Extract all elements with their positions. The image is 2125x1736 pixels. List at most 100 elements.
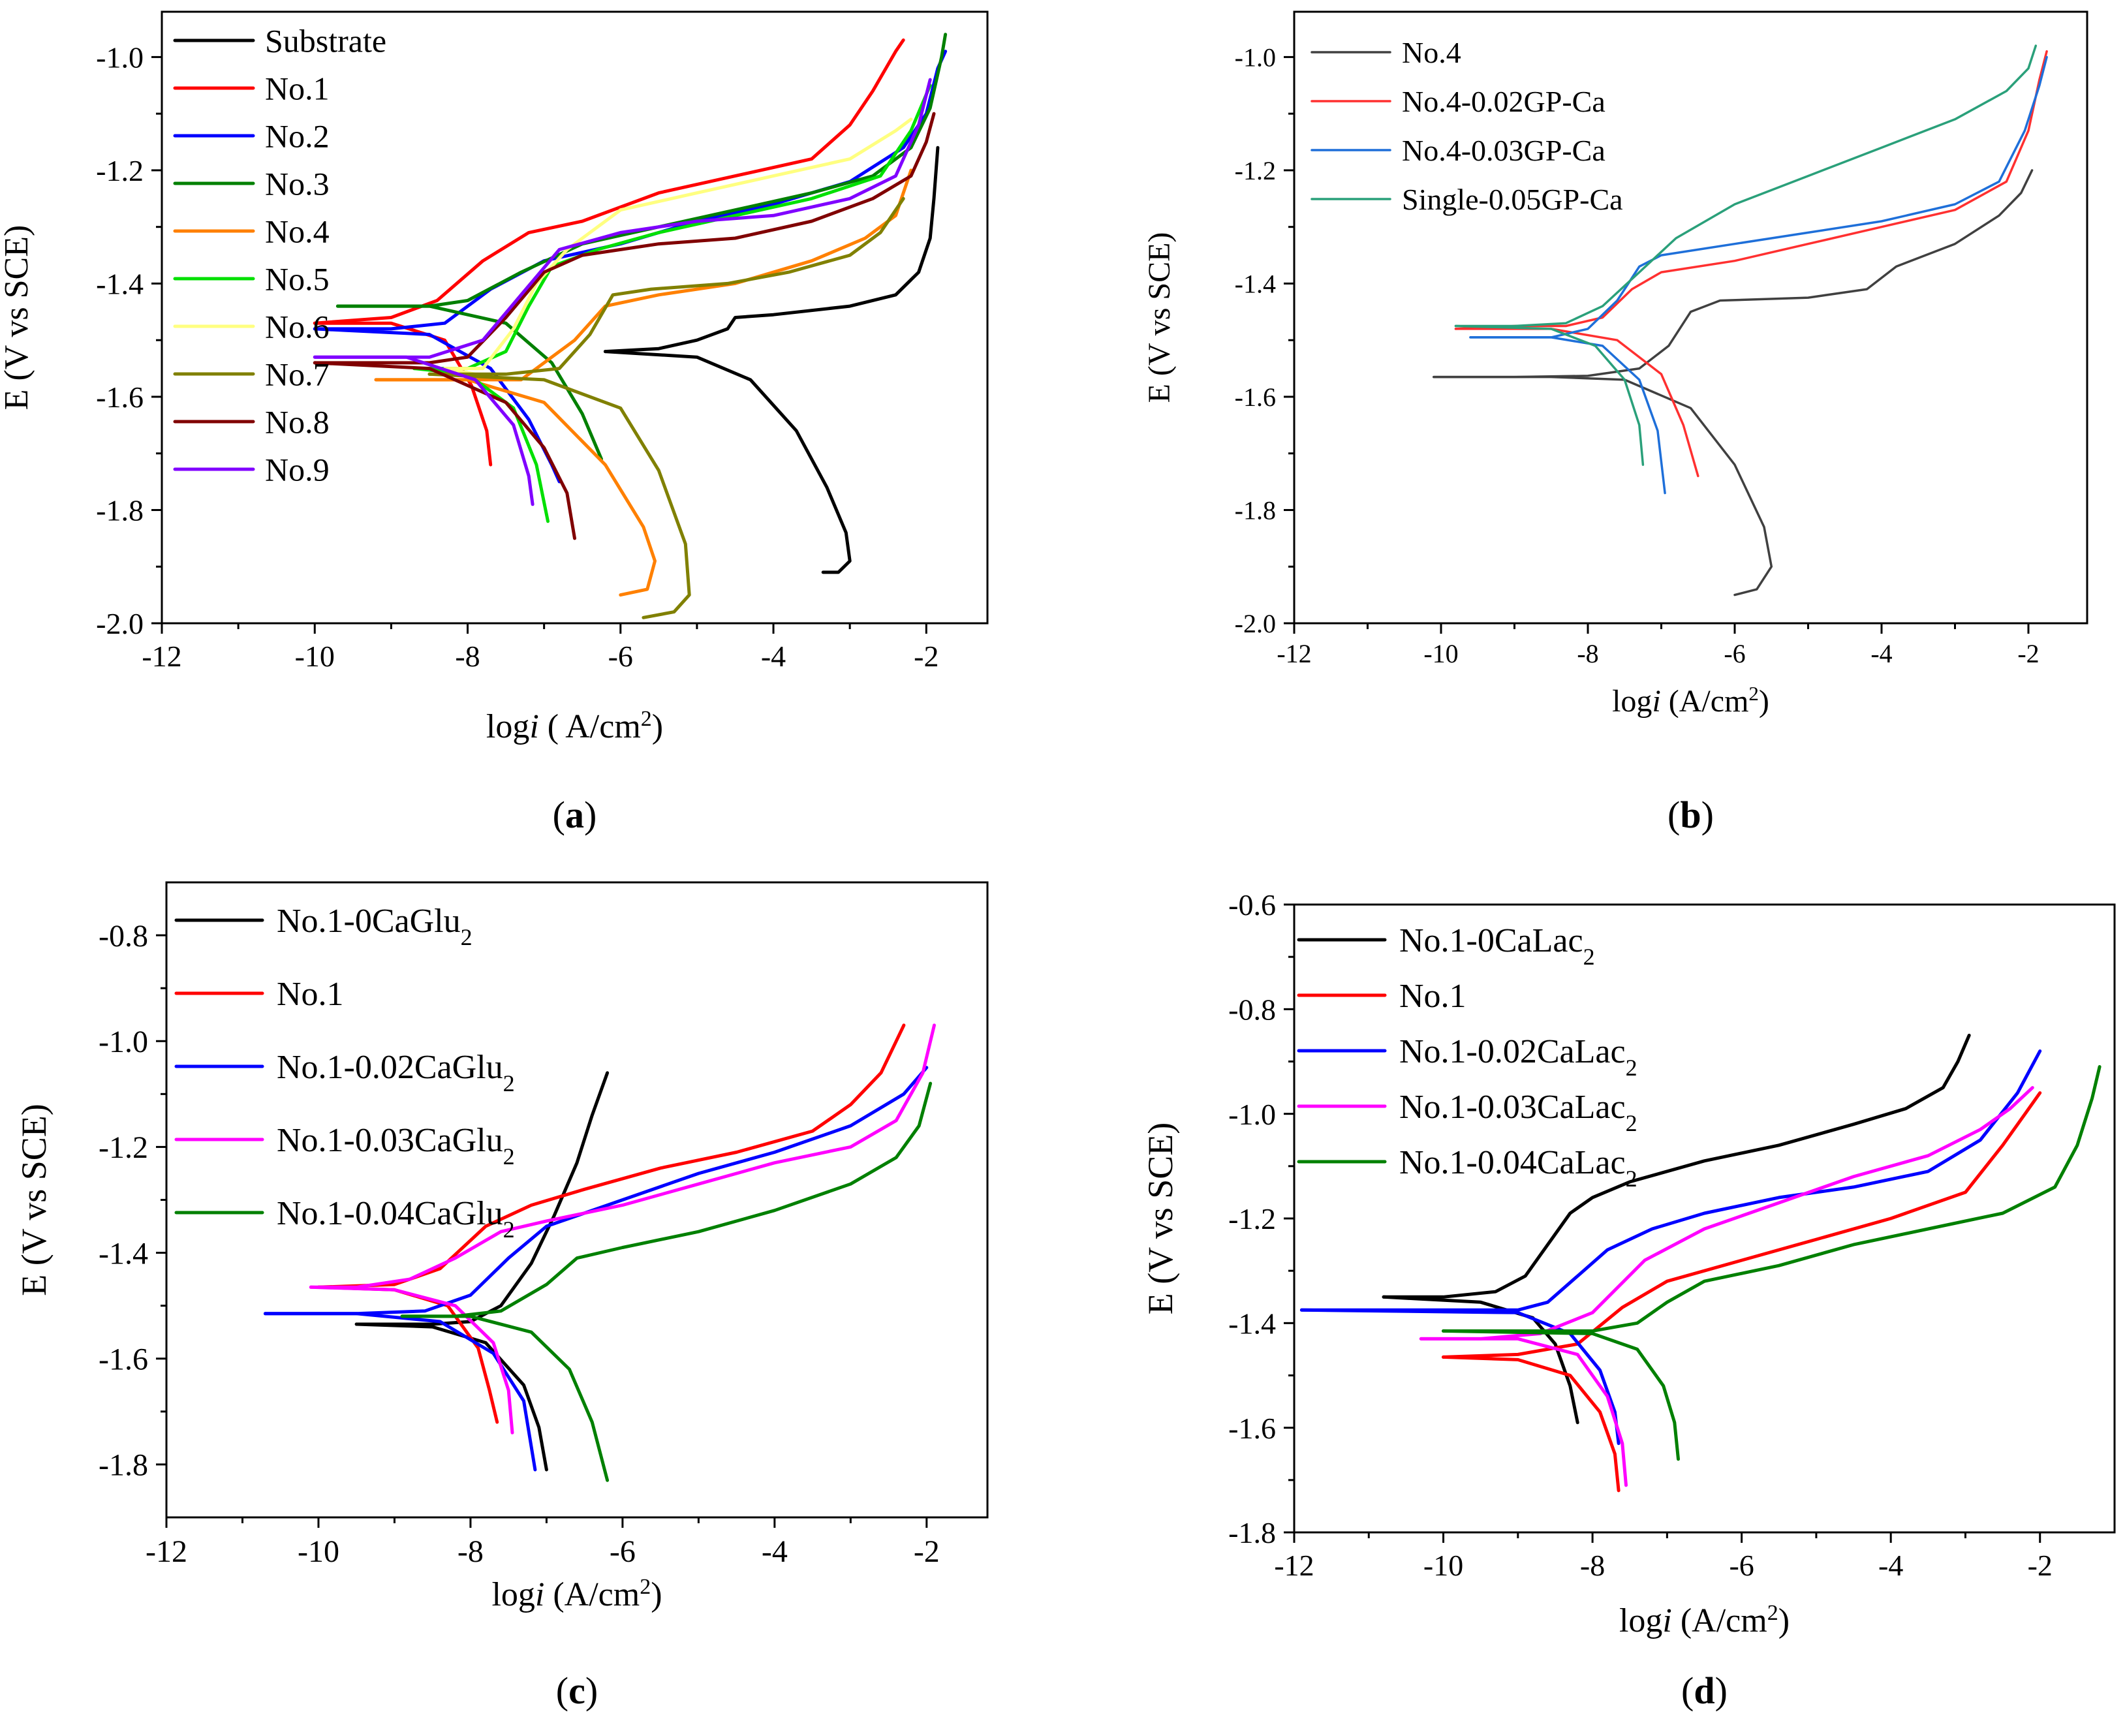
y-tick-label: -1.2 (99, 1130, 148, 1165)
x-tick-label: -12 (1277, 639, 1311, 668)
x-tick-label: -6 (608, 640, 633, 673)
legend-label: No.1-0.02CaGlu2 (277, 1049, 515, 1096)
y-tick-label: -1.0 (1228, 1098, 1276, 1131)
panel-label: (d) (1681, 1669, 1728, 1712)
series-line-cathodic (313, 361, 576, 540)
legend-label: No.1-0.02CaLac2 (1399, 1033, 1637, 1081)
x-tick-label: -10 (1423, 639, 1458, 668)
y-tick-label: -1.0 (96, 41, 144, 74)
x-tick-label: -10 (298, 1534, 339, 1569)
series-line-anodic (1442, 1091, 2042, 1359)
x-tick-label: -8 (455, 640, 480, 673)
y-tick-label: -2.0 (96, 607, 144, 640)
y-tick-label: -1.4 (96, 268, 144, 301)
legend-label: No.5 (265, 261, 330, 298)
series-line-cathodic (1442, 1329, 1680, 1461)
legend-label: No.1-0CaLac2 (1399, 922, 1595, 970)
x-tick-label: -8 (1577, 639, 1598, 668)
series-line-anodic (442, 117, 913, 371)
series-line-cathodic (263, 1312, 537, 1472)
series-line-anodic (1454, 50, 2048, 330)
legend-label: No.1 (265, 70, 330, 107)
y-tick-label: -1.8 (1235, 495, 1276, 525)
series-line-cathodic (1454, 324, 1645, 466)
x-tick-label: -6 (610, 1534, 636, 1569)
x-tick-label: -12 (146, 1534, 187, 1569)
chart-panel-4: -12 -10 -8 -6 -4 -2 -1.8 -1.6 -1.4 -1.2 -1.0 -0.8 -0… (1141, 888, 2116, 1712)
y-tick-label: -1.6 (1235, 382, 1276, 412)
series-line-anodic (603, 146, 940, 354)
series-line-cathodic (309, 1285, 514, 1434)
y-tick-label: -1.6 (96, 380, 144, 414)
x-tick-label: -6 (1724, 639, 1745, 668)
x-tick-label: -12 (1274, 1549, 1314, 1582)
x-axis-label: logi (A/cm2) (1619, 1601, 1790, 1640)
panel-label: (a) (553, 794, 597, 836)
series-line-anodic (313, 38, 905, 325)
series-line-anodic (309, 1023, 936, 1289)
y-tick-label: -0.6 (1228, 888, 1276, 922)
y-tick-label: -1.8 (99, 1448, 148, 1483)
y-tick-label: -1.0 (99, 1025, 148, 1059)
series-line-anodic (317, 1023, 906, 1289)
panel-label: (b) (1667, 794, 1714, 836)
legend-label: No.7 (265, 356, 330, 393)
legend-label: No.1-0CaGlu2 (277, 903, 473, 950)
series-line-cathodic (354, 1322, 548, 1472)
x-tick-label: -2 (914, 640, 938, 673)
y-axis-label: E (V vs SCE) (1141, 1123, 1180, 1315)
chart-panel-3: -12 -10 -8 -6 -4 -2 -1.8 -1.6 -1.4 -1.2 -1.0 -0.8 No… (14, 881, 989, 1712)
legend-label: No.1 (1399, 978, 1466, 1015)
y-tick-label: -1.6 (99, 1342, 148, 1377)
chart-panel-1: -12 -10 -8 -6 -4 -2 -2.0 -1.8 -1.6 -1.4 -1.2 -1.0 Su… (0, 10, 989, 836)
series-line-anodic (1469, 55, 2048, 339)
series-line-anodic (1442, 1065, 2102, 1333)
series-line-anodic (427, 196, 905, 376)
legend-label: No.1-0.04CaLac2 (1399, 1144, 1637, 1192)
series-line-anodic (1299, 1049, 2042, 1312)
x-tick-label: -8 (1580, 1549, 1605, 1582)
series-line-anodic (313, 112, 936, 365)
y-axis-label: E (V vs SCE) (1142, 232, 1177, 403)
y-tick-label: -1.0 (1235, 42, 1276, 72)
series-line-anodic (1419, 1086, 2034, 1341)
series-line-anodic (1382, 1033, 1971, 1299)
legend-label: No.1 (277, 976, 344, 1013)
x-tick-label: -4 (1870, 639, 1892, 668)
x-tick-label: -4 (761, 640, 786, 673)
series-line-anodic (1433, 169, 2034, 379)
legend-label: No.8 (265, 404, 330, 441)
x-tick-label: -10 (295, 640, 335, 673)
legend-label: No.1-0.04CaGlu2 (277, 1195, 515, 1243)
series-line-cathodic (1442, 1355, 1621, 1493)
x-tick-label: -2 (2028, 1549, 2053, 1582)
legend-label: No.4 (1402, 36, 1461, 69)
y-axis-label: E (V vs SCE) (14, 1104, 54, 1296)
legend-label: Substrate (265, 23, 386, 59)
x-axis-label: logi (A/cm2) (491, 1575, 662, 1614)
x-tick-label: -10 (1423, 1549, 1463, 1582)
x-tick-label: -12 (142, 640, 181, 673)
y-tick-label: -1.8 (1228, 1516, 1276, 1549)
series-line-cathodic (317, 1285, 499, 1424)
series-line-cathodic (1433, 375, 1773, 597)
series-line-cathodic (427, 372, 691, 619)
y-tick-label: -0.8 (1228, 993, 1276, 1026)
series-line-cathodic (1419, 1337, 1628, 1487)
y-axis-label: E (V vs SCE) (0, 225, 35, 411)
y-tick-label: -1.4 (1235, 269, 1276, 298)
legend-label: No.6 (265, 309, 330, 345)
x-axis-label: logi ( A/cm2) (486, 707, 663, 746)
legend-label: No.4-0.02GP-Ca (1402, 85, 1605, 118)
series-line-anodic (313, 78, 932, 359)
y-tick-label: -1.2 (1235, 156, 1276, 185)
series-line-anodic (374, 168, 913, 382)
legend-label: No.1-0.03CaGlu2 (277, 1122, 515, 1170)
legend-label: No.1-0.03CaLac2 (1399, 1089, 1637, 1136)
y-tick-label: -1.2 (96, 154, 144, 187)
y-tick-label: -1.6 (1228, 1412, 1276, 1445)
legend-label: No.4 (265, 213, 330, 250)
series-line-cathodic (400, 1314, 610, 1482)
plot-frame (1293, 10, 2088, 625)
y-tick-label: -1.2 (1228, 1202, 1276, 1235)
